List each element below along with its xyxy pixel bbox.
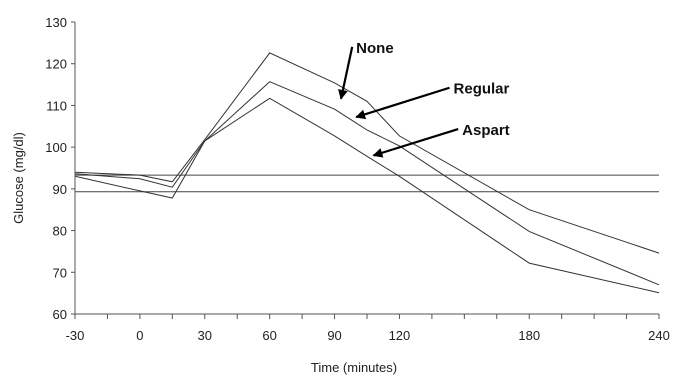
annotation-arrow-regular: [355, 86, 450, 120]
x-tick-label: 0: [136, 328, 143, 343]
annotation-arrow-aspart: [372, 127, 459, 158]
x-tick-label: 30: [198, 328, 212, 343]
y-tick-label: 90: [53, 182, 67, 197]
y-axis: 60 70 80 90 100 110 120 130: [45, 15, 76, 322]
series-line-aspart: [74, 97, 660, 294]
x-axis: -30 0 30 60 90 120 180 240: [66, 313, 670, 343]
x-axis-title: Time (minutes): [311, 360, 397, 375]
x-tick-label: 120: [389, 328, 411, 343]
y-tick-label: 130: [45, 15, 67, 30]
x-tick-label: 90: [327, 328, 341, 343]
plot-area: [74, 52, 660, 294]
y-tick-label: 60: [53, 307, 67, 322]
y-tick-label: 80: [53, 224, 67, 239]
y-axis-title: Glucose (mg/dl): [11, 132, 26, 224]
y-tick-label: 120: [45, 57, 67, 72]
x-tick-label: -30: [66, 328, 85, 343]
annotations: None Regular Aspart: [338, 40, 510, 158]
x-tick-label: 60: [262, 328, 276, 343]
annotation-label-none: None: [356, 40, 394, 57]
y-tick-label: 100: [45, 140, 67, 155]
x-tick-label: 240: [648, 328, 670, 343]
annotation-label-aspart: Aspart: [462, 122, 510, 139]
y-tick-label: 70: [53, 265, 67, 280]
series-line-none: [74, 52, 660, 254]
series-line-regular: [74, 81, 660, 286]
x-tick-label: 180: [518, 328, 540, 343]
y-tick-label: 110: [46, 98, 67, 113]
annotation-label-regular: Regular: [454, 81, 510, 98]
annotation-arrow-none: [338, 46, 354, 100]
